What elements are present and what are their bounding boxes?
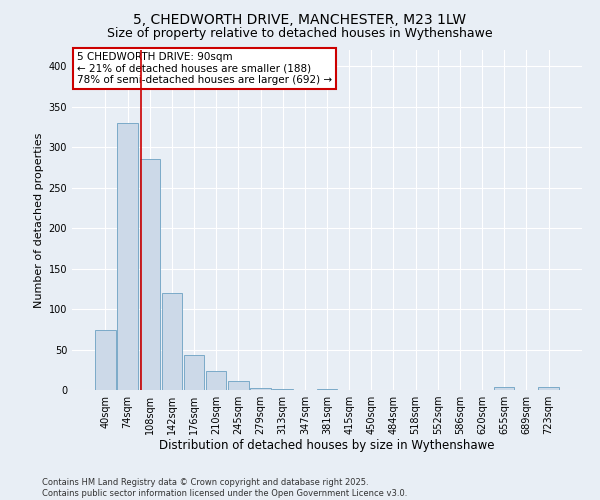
Bar <box>118 123 138 390</box>
Text: Contains HM Land Registry data © Crown copyright and database right 2025.
Contai: Contains HM Land Registry data © Crown c… <box>42 478 407 498</box>
Bar <box>538 387 559 390</box>
Text: Size of property relative to detached houses in Wythenshawe: Size of property relative to detached ho… <box>107 28 493 40</box>
Bar <box>206 372 226 390</box>
Bar <box>250 388 271 390</box>
Text: 5 CHEDWORTH DRIVE: 90sqm
← 21% of detached houses are smaller (188)
78% of semi-: 5 CHEDWORTH DRIVE: 90sqm ← 21% of detach… <box>77 52 332 85</box>
Bar <box>140 160 160 390</box>
Bar <box>272 389 293 390</box>
Bar <box>494 387 514 390</box>
Y-axis label: Number of detached properties: Number of detached properties <box>34 132 44 308</box>
Bar <box>161 293 182 390</box>
Bar <box>184 355 204 390</box>
Bar <box>317 389 337 390</box>
Text: 5, CHEDWORTH DRIVE, MANCHESTER, M23 1LW: 5, CHEDWORTH DRIVE, MANCHESTER, M23 1LW <box>133 12 467 26</box>
Bar <box>95 330 116 390</box>
X-axis label: Distribution of detached houses by size in Wythenshawe: Distribution of detached houses by size … <box>159 438 495 452</box>
Bar <box>228 381 248 390</box>
